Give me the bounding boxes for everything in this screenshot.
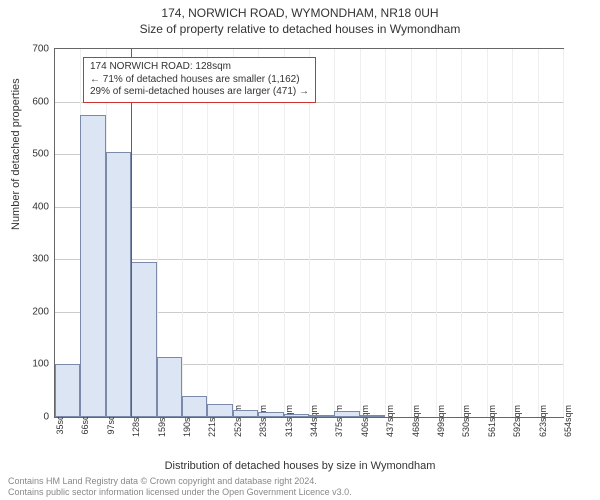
gridline-v (309, 49, 310, 417)
x-tick-label: 344sqm (309, 405, 319, 437)
gridline-v (461, 49, 462, 417)
histogram-bar (334, 411, 359, 417)
gridline-v (258, 49, 259, 417)
histogram-bar (182, 396, 207, 417)
marker-info-box: 174 NORWICH ROAD: 128sqm← 71% of detache… (83, 57, 316, 103)
gridline-v (512, 49, 513, 417)
y-axis-title: Number of detached properties (10, 78, 22, 230)
x-tick-label: 468sqm (411, 405, 421, 437)
histogram-bar (106, 152, 131, 417)
histogram-bar (258, 412, 283, 417)
gridline-v (385, 49, 386, 417)
x-tick-label: 406sqm (360, 405, 370, 437)
x-axis-title: Distribution of detached houses by size … (0, 460, 600, 472)
gridline-v (182, 49, 183, 417)
histogram-bar (157, 357, 182, 417)
y-tick-label: 500 (32, 149, 49, 160)
y-tick-label: 600 (32, 96, 49, 107)
histogram-bar (309, 415, 334, 417)
footer-line-1: Contains HM Land Registry data © Crown c… (8, 476, 352, 487)
histogram-bar (131, 262, 156, 417)
footer-attribution: Contains HM Land Registry data © Crown c… (8, 476, 352, 498)
gridline-v (436, 49, 437, 417)
y-tick-label: 700 (32, 44, 49, 55)
histogram-bar (360, 415, 385, 417)
gridline-v (411, 49, 412, 417)
x-tick-label: 313sqm (284, 405, 294, 437)
x-tick-label: 592sqm (512, 405, 522, 437)
x-tick-label: 499sqm (436, 405, 446, 437)
gridline-v (207, 49, 208, 417)
marker-line (131, 49, 132, 417)
x-tick-label: 437sqm (385, 405, 395, 437)
gridline-v (538, 49, 539, 417)
histogram-bar (80, 115, 105, 417)
x-tick-label: 623sqm (538, 405, 548, 437)
gridline-v (563, 49, 564, 417)
y-tick-label: 100 (32, 359, 49, 370)
y-tick-label: 0 (43, 412, 49, 423)
y-tick-label: 400 (32, 201, 49, 212)
title-subtitle: Size of property relative to detached ho… (0, 22, 600, 36)
y-tick-label: 300 (32, 254, 49, 265)
chart-title-block: 174, NORWICH ROAD, WYMONDHAM, NR18 0UH S… (0, 0, 600, 36)
gridline-v (487, 49, 488, 417)
histogram-bar (207, 404, 232, 417)
y-tick-label: 200 (32, 306, 49, 317)
gridline-v (360, 49, 361, 417)
info-line-3: 29% of semi-detached houses are larger (… (90, 86, 309, 99)
gridline-v (334, 49, 335, 417)
x-tick-label: 561sqm (487, 405, 497, 437)
footer-line-2: Contains public sector information licen… (8, 487, 352, 498)
info-line-1: 174 NORWICH ROAD: 128sqm (90, 61, 309, 74)
x-tick-label: 530sqm (461, 405, 471, 437)
info-line-2: ← 71% of detached houses are smaller (1,… (90, 74, 309, 87)
gridline-v (284, 49, 285, 417)
histogram-bar (55, 364, 80, 417)
histogram-chart: 010020030040050060070035sqm66sqm97sqm128… (54, 48, 564, 418)
histogram-bar (284, 414, 309, 417)
x-tick-label: 654sqm (563, 405, 573, 437)
gridline-v (233, 49, 234, 417)
title-address: 174, NORWICH ROAD, WYMONDHAM, NR18 0UH (0, 6, 600, 20)
histogram-bar (233, 410, 258, 417)
x-tick-label: 283sqm (258, 405, 268, 437)
